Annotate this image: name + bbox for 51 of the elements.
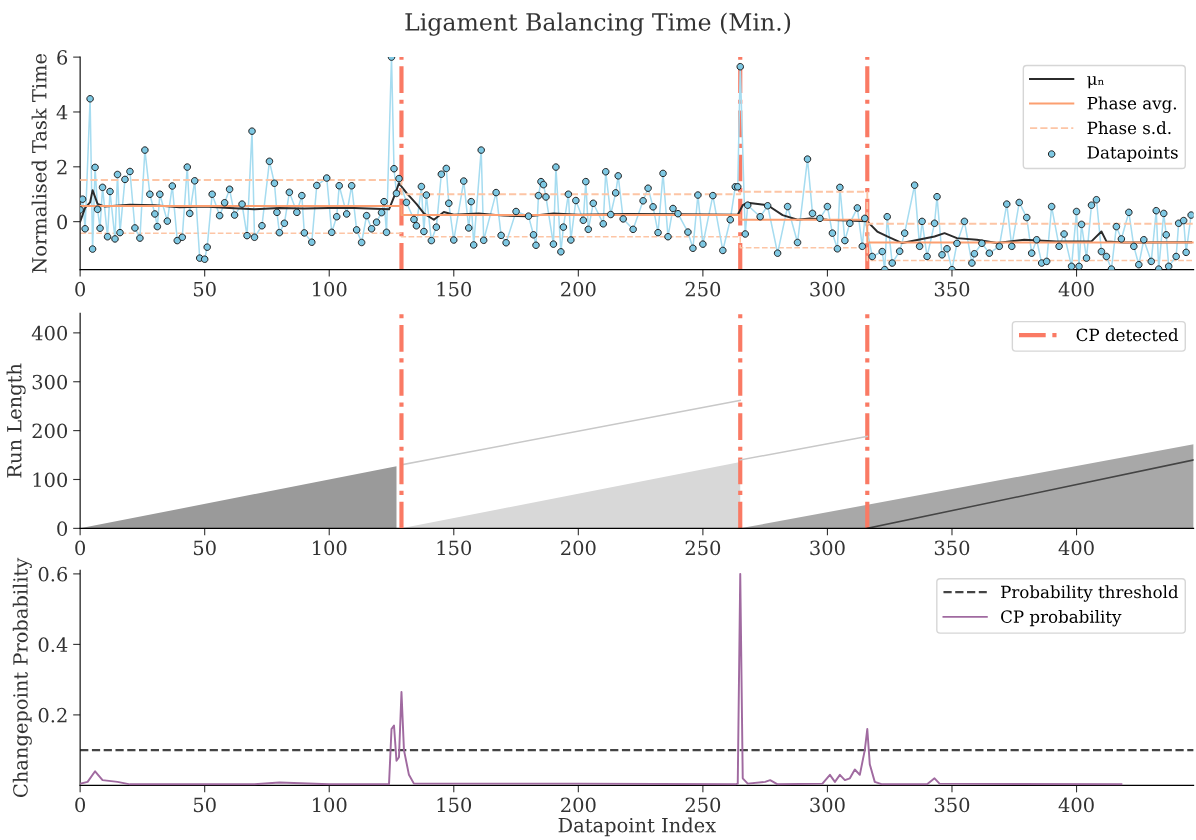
y-tick-label: 0.4 [38,637,68,653]
x-tick-label: 200 [561,281,596,297]
x-tick-label: 150 [437,797,472,813]
y-tick-label: 0 [57,214,68,230]
y-tick-label: 200 [32,423,68,439]
y-tick-label: 4 [56,104,68,120]
legend-label: Phase avg. [1087,96,1177,113]
x-tick-label: 0 [75,540,86,556]
legend-label: Phase s.d. [1087,121,1171,135]
y-tick-label: 6 [57,50,68,65]
x-tick-label: 400 [1058,540,1094,556]
y-tick-label: 0.6 [38,566,68,582]
y-tick-label: 0.2 [38,707,67,723]
x-tick-label: 0 [75,797,86,813]
x-tick-label: 300 [810,540,845,556]
x-tick-label: 50 [193,281,216,297]
x-tick-label: 150 [437,540,472,556]
x-tick-label: 200 [561,540,596,556]
y-tick-label: 2 [57,159,67,175]
x-tick-label: 100 [313,797,347,813]
x-tick-label: 50 [193,540,216,556]
x-tick-label: 100 [313,540,347,556]
legend-label: CP detected [1076,328,1179,342]
x-tick-label: 300 [810,797,845,813]
legend-label: Probability threshold [1001,585,1179,602]
legend-label: Datapoints [1087,146,1178,162]
x-tick-label: 350 [934,281,970,297]
x-tick-label: 250 [685,540,721,556]
x-tick-label: 300 [810,281,845,297]
x-tick-label: 250 [685,281,721,297]
y-axis-title: Changepoint Probability [12,557,32,797]
x-tick-label: 350 [934,797,970,813]
x-tick-label: 250 [685,797,721,813]
chart-title: Ligament Balancing Time (Min.) [405,12,791,36]
y-axis-title: Run Length [6,363,26,478]
x-tick-label: 0 [75,281,86,297]
x-tick-label: 150 [437,281,472,297]
y-tick-label: 0 [57,521,68,537]
y-tick-label: 300 [32,374,68,390]
legend-label: CP probability [1001,610,1122,627]
x-tick-label: 400 [1058,797,1094,813]
legend-label: μₙ [1087,76,1104,89]
y-axis-title: Normalised Task Time [31,53,47,273]
x-tick-label: 50 [193,797,216,813]
x-tick-label: 400 [1058,281,1094,297]
x-tick-label: 200 [561,797,596,813]
x-tick-label: 100 [313,281,347,297]
y-tick-label: 100 [33,472,68,488]
y-tick-label: 400 [31,325,68,341]
x-tick-label: 350 [934,540,970,556]
x-axis-title: Datapoint Index [558,817,716,837]
